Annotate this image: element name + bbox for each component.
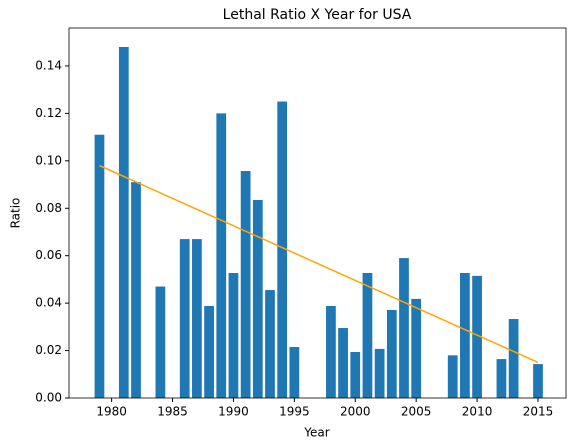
bar	[350, 351, 361, 398]
y-tick-label: 0.14	[35, 58, 62, 72]
bar	[216, 113, 227, 398]
bar	[252, 199, 263, 398]
bar	[447, 355, 458, 398]
x-tick-label: 1980	[96, 405, 127, 419]
bar	[192, 239, 202, 398]
bar	[533, 364, 543, 398]
x-axis-label: Year	[303, 426, 329, 440]
x-tick-label: 2010	[462, 405, 493, 419]
bar	[399, 258, 409, 398]
x-tick-label: 2015	[523, 405, 554, 419]
y-tick-label: 0.12	[35, 106, 62, 120]
bar	[179, 239, 190, 398]
x-tick-label: 1985	[157, 405, 188, 419]
bar	[204, 305, 214, 398]
x-tick-label: 1990	[218, 405, 249, 419]
y-tick-label: 0.04	[35, 296, 62, 310]
bar	[338, 328, 348, 398]
bar	[411, 298, 422, 398]
bar	[118, 46, 129, 398]
bar	[472, 275, 482, 398]
bar	[386, 310, 397, 398]
bar	[277, 101, 288, 399]
x-tick-label: 2005	[401, 405, 432, 419]
bar	[240, 171, 251, 398]
y-axis-label: Ratio	[9, 198, 23, 229]
bar	[155, 286, 166, 398]
y-tick-label: 0.00	[35, 391, 62, 405]
trend-line	[99, 164, 539, 364]
bar	[496, 359, 507, 398]
y-tick-label: 0.08	[35, 201, 62, 215]
bar	[362, 273, 373, 398]
y-tick-label: 0.06	[35, 248, 62, 262]
y-tick-label: 0.02	[35, 343, 62, 357]
bar	[289, 347, 300, 398]
x-tick-label: 2000	[340, 405, 371, 419]
y-tick-label: 0.10	[35, 153, 62, 167]
bar	[228, 273, 239, 398]
x-tick-label: 1995	[279, 405, 310, 419]
plot-frame	[68, 27, 567, 399]
chart-title: Lethal Ratio X Year for USA	[223, 7, 412, 23]
bar	[460, 273, 470, 398]
bar	[508, 319, 519, 398]
bar	[374, 348, 385, 398]
bar	[94, 134, 105, 398]
bar	[265, 290, 275, 398]
bar	[326, 305, 336, 398]
bar	[131, 182, 141, 398]
